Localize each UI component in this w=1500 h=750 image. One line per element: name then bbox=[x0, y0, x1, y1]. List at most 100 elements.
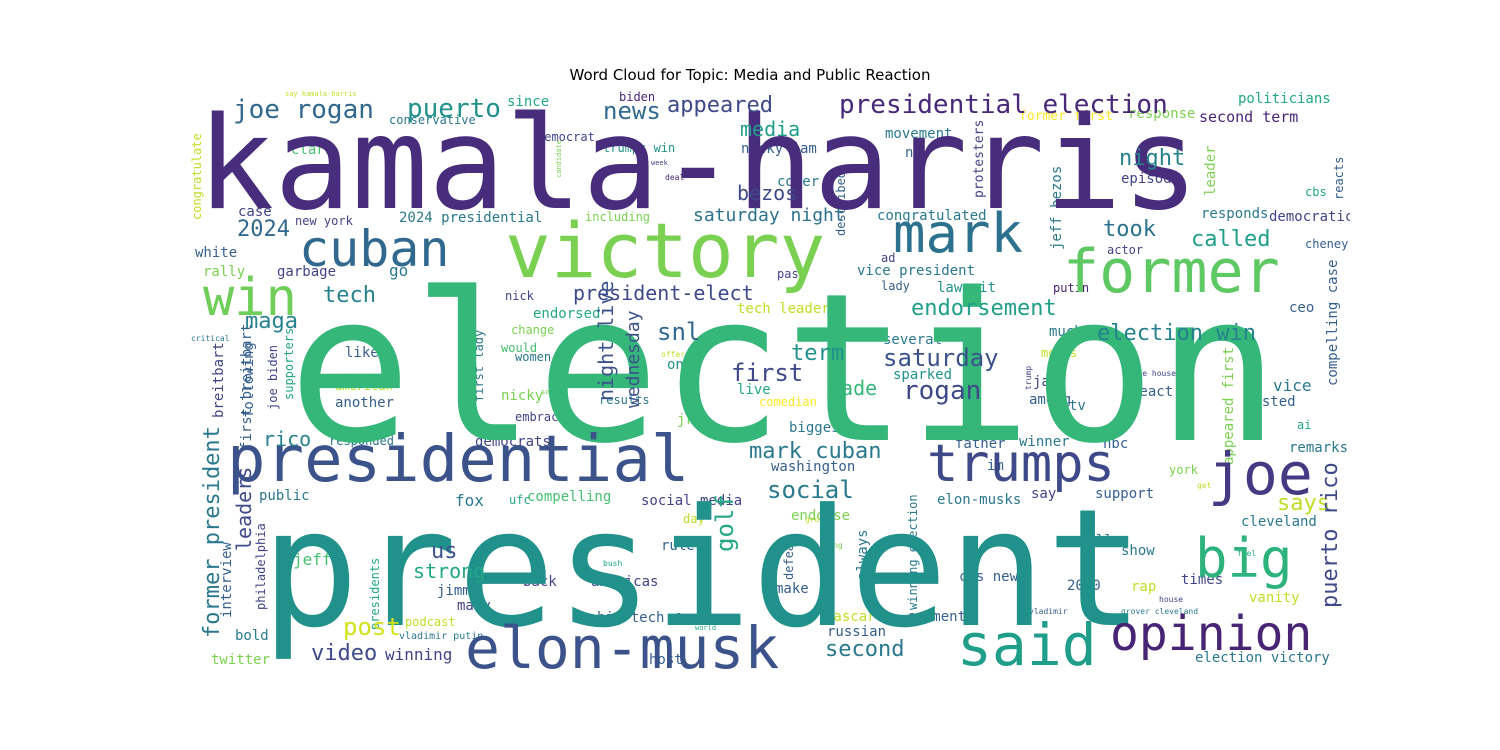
word-like: like bbox=[345, 345, 379, 361]
word-garbage: garbage bbox=[277, 264, 336, 280]
word-winning-election: winning election bbox=[906, 494, 920, 610]
word-case: case bbox=[238, 204, 272, 220]
word-washington: washington bbox=[771, 459, 855, 475]
word-former-president: former president bbox=[200, 426, 225, 638]
word-post: post bbox=[343, 613, 401, 641]
word-ufc: ufc bbox=[509, 493, 531, 507]
word-rally: rally bbox=[203, 264, 245, 280]
word-former: former bbox=[1063, 237, 1280, 307]
word-us: us bbox=[431, 539, 458, 564]
word-first: first bbox=[731, 359, 803, 387]
word-support: support bbox=[1095, 486, 1154, 502]
word-since: since bbox=[507, 94, 549, 110]
word-including: including bbox=[585, 210, 650, 224]
word-nicky: nicky bbox=[501, 388, 543, 404]
word-snl: snl bbox=[657, 318, 700, 346]
word-several: several bbox=[883, 332, 942, 348]
word-elon-musks: elon-musks bbox=[937, 492, 1021, 508]
word-responds: responds bbox=[1201, 206, 1268, 222]
chart-title: Word Cloud for Topic: Media and Public R… bbox=[569, 66, 931, 84]
word-presidential-election: presidential election bbox=[839, 90, 1168, 120]
word-response: response bbox=[1128, 106, 1195, 122]
word-nascar: nascar bbox=[825, 609, 876, 625]
word-tech: tech bbox=[323, 283, 376, 308]
word-south: south bbox=[541, 388, 562, 396]
word-puerto: puerto bbox=[407, 94, 501, 124]
word-mark-cuban: mark cuban bbox=[749, 439, 881, 464]
word-house: house bbox=[1159, 595, 1183, 604]
word-past: past bbox=[777, 267, 806, 281]
word-cbs: cbs bbox=[1305, 185, 1327, 199]
word-cuban: cuban bbox=[299, 220, 450, 278]
word-remarks: remarks bbox=[1289, 440, 1348, 456]
word-comedian: comedian bbox=[759, 395, 817, 409]
word-first-lady: first lady bbox=[472, 330, 486, 402]
word-back: back bbox=[523, 574, 557, 590]
word-media: media bbox=[740, 117, 800, 141]
word-rico: rico bbox=[263, 427, 311, 451]
word-im: im bbox=[987, 458, 1004, 474]
word-nick: nick bbox=[505, 289, 535, 303]
word-americas: americas bbox=[591, 574, 658, 590]
word-puerto-rico: puerto rico bbox=[1318, 462, 1343, 608]
word-week: week bbox=[651, 159, 669, 167]
word-says: says bbox=[1277, 491, 1330, 516]
word-nicky-jam: nicky jam bbox=[741, 141, 817, 157]
word-supporters: supporters bbox=[282, 328, 296, 400]
word-new-york: new york bbox=[295, 214, 354, 228]
word-president-elect: president-elect bbox=[573, 281, 754, 305]
word-show: show bbox=[1121, 543, 1155, 559]
word-second-term: second term bbox=[1199, 108, 1298, 126]
word-compelling: compelling bbox=[527, 489, 611, 505]
word-rule: rule bbox=[661, 538, 695, 554]
word-congratulated: congratulated bbox=[877, 208, 987, 224]
word-podcast: podcast bbox=[405, 615, 456, 629]
word-actor: actor bbox=[1107, 243, 1143, 257]
word-endorsement: endorsement bbox=[911, 296, 1057, 321]
word-former-first: former first bbox=[1019, 109, 1113, 124]
word-morning: morning bbox=[809, 541, 843, 550]
word-rap: rap bbox=[1131, 579, 1156, 595]
word-big: big bbox=[1195, 527, 1293, 590]
word-cheney: cheney bbox=[1305, 237, 1348, 251]
word-election-win: election win bbox=[1097, 321, 1256, 346]
word-much: much bbox=[1049, 324, 1083, 340]
word-bold: bold bbox=[235, 628, 269, 644]
word-vanity: vanity bbox=[1249, 590, 1300, 606]
word-win: win bbox=[203, 268, 297, 328]
word-grover-cleveland: grover cleveland bbox=[1121, 607, 1198, 616]
word-cover: cover bbox=[777, 174, 819, 190]
word-election: election bbox=[288, 249, 1280, 489]
word-elon-musk: elon-musk bbox=[465, 614, 779, 672]
word-endorse: endorse bbox=[791, 508, 850, 524]
word-night-live: night live bbox=[594, 281, 618, 401]
word-jeff: jeff bbox=[293, 550, 332, 569]
word-american: american bbox=[335, 379, 393, 393]
word-cleveland: cleveland bbox=[1241, 514, 1317, 530]
word-opinion: opinion bbox=[1110, 606, 1312, 662]
word-saturday: saturday bbox=[883, 344, 999, 372]
word-say: say bbox=[1031, 486, 1056, 502]
word-defeat: defeat bbox=[782, 537, 796, 580]
word-called: called bbox=[1191, 227, 1270, 252]
word-democrats: democrats bbox=[475, 434, 551, 450]
word-among: among bbox=[1029, 392, 1071, 408]
word-world: world bbox=[695, 624, 716, 632]
word-ai: ai bbox=[1297, 418, 1311, 432]
word-russian: russian bbox=[827, 624, 886, 640]
word-change: change bbox=[511, 323, 554, 337]
word-get: get bbox=[1197, 481, 1212, 490]
word-make: make bbox=[775, 581, 809, 597]
word-2020: 2020 bbox=[1067, 578, 1101, 594]
word-social: social bbox=[767, 476, 854, 504]
word-took: took bbox=[1103, 217, 1156, 242]
word-first-breitbart: first breitbart bbox=[239, 324, 255, 450]
word-social-media: social media bbox=[641, 493, 742, 509]
word-times: times bbox=[1181, 572, 1223, 588]
word-maga: maga bbox=[245, 309, 298, 334]
word-public: public bbox=[259, 488, 310, 504]
word-jeff-bezos: jeff bezos bbox=[1049, 166, 1065, 250]
word-putin: putin bbox=[1053, 281, 1089, 295]
word-jam: jam bbox=[1033, 374, 1058, 390]
word-white-house: white house bbox=[1123, 369, 1176, 378]
